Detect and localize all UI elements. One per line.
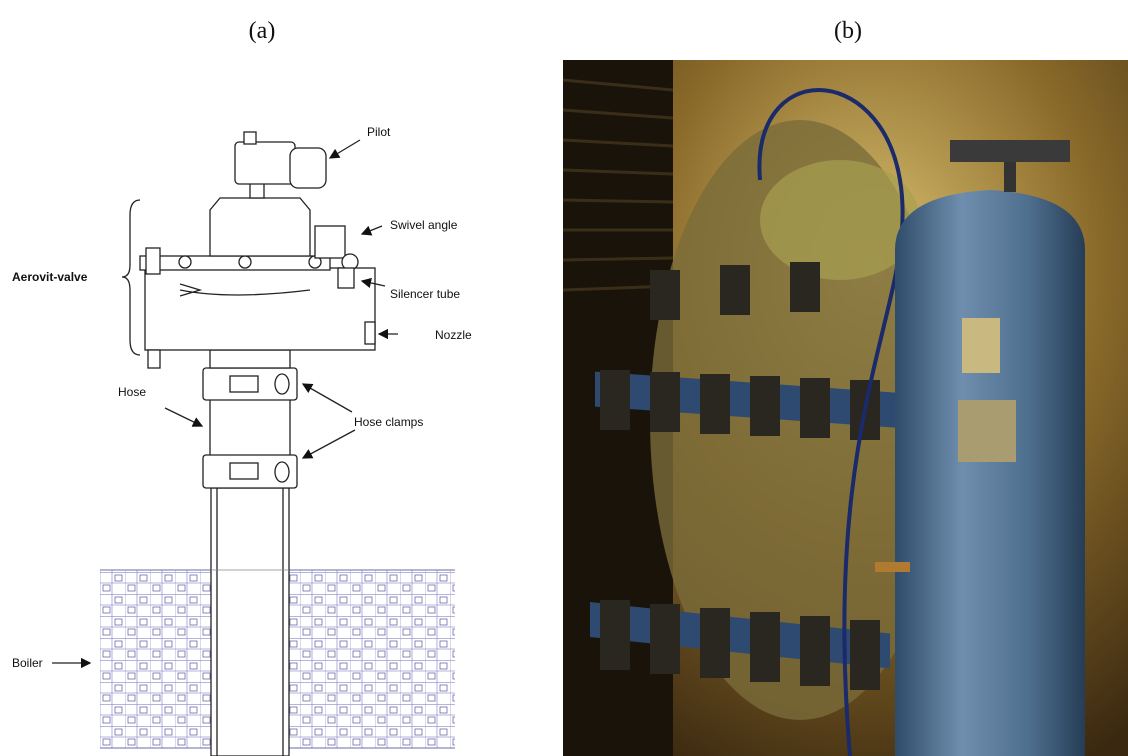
panel-label: (a) bbox=[249, 18, 276, 44]
figure: (a) (b) Pilot Swivel a bbox=[0, 0, 1128, 756]
pipe bbox=[211, 488, 289, 756]
bracket bbox=[122, 200, 140, 355]
annotation: Nozzle bbox=[435, 328, 472, 342]
panel-label: (b) bbox=[834, 18, 862, 44]
annotation: Pilot bbox=[367, 125, 391, 139]
annotation: Hose bbox=[118, 385, 146, 399]
annotation: Swivel angle bbox=[390, 218, 458, 232]
tank bbox=[895, 190, 1085, 756]
annotation: Hose clamps bbox=[354, 415, 423, 429]
annotation: Boiler bbox=[12, 656, 43, 670]
hose bbox=[210, 398, 290, 456]
pilot-valve bbox=[235, 142, 295, 184]
annotation: Aerovit-valve bbox=[12, 270, 88, 284]
annotation: Silencer tube bbox=[390, 287, 460, 301]
photo bbox=[563, 60, 1128, 756]
flange bbox=[140, 256, 330, 270]
valve-cap bbox=[210, 198, 310, 256]
valve-diagram: Pilot Swivel angle Aerovit-valve Silence… bbox=[12, 125, 472, 756]
